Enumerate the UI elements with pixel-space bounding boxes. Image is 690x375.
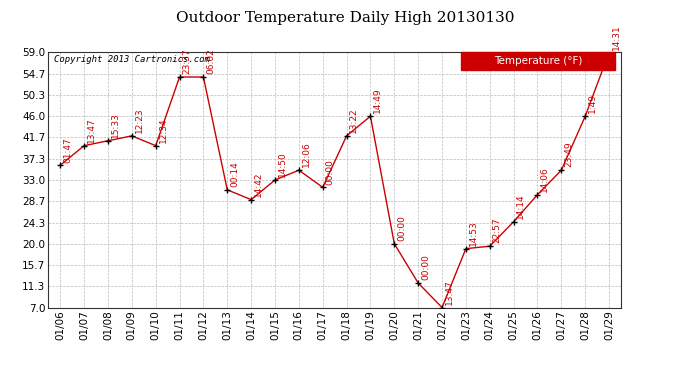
Text: Temperature (°F): Temperature (°F) (494, 56, 582, 66)
Text: 00:00: 00:00 (397, 215, 406, 241)
Text: 15:33: 15:33 (110, 112, 120, 138)
Text: Outdoor Temperature Daily High 20130130: Outdoor Temperature Daily High 20130130 (176, 11, 514, 25)
Text: 12:34: 12:34 (159, 117, 168, 143)
Text: 1:49: 1:49 (588, 93, 597, 114)
Text: 13:47: 13:47 (87, 117, 96, 143)
Text: 14:31: 14:31 (612, 24, 621, 50)
Text: 14:14: 14:14 (516, 193, 525, 219)
Text: 06:02: 06:02 (206, 48, 215, 74)
Text: 00:00: 00:00 (326, 159, 335, 184)
Text: 14:50: 14:50 (278, 152, 287, 177)
Text: 23:49: 23:49 (564, 142, 573, 167)
Text: 14:06: 14:06 (540, 166, 549, 192)
Text: 12:23: 12:23 (135, 108, 144, 133)
Text: 23:37: 23:37 (182, 48, 191, 74)
Text: 14:49: 14:49 (373, 88, 382, 114)
Text: 13:22: 13:22 (349, 108, 358, 133)
Text: 14:42: 14:42 (254, 171, 263, 197)
Text: 01:47: 01:47 (63, 137, 72, 162)
Text: 22:57: 22:57 (493, 218, 502, 243)
Text: 14:53: 14:53 (469, 220, 477, 246)
FancyBboxPatch shape (461, 53, 615, 70)
Text: 00:00: 00:00 (421, 254, 430, 280)
Text: 00:14: 00:14 (230, 161, 239, 187)
Text: 13:47: 13:47 (445, 279, 454, 305)
Text: Copyright 2013 Cartronics.com: Copyright 2013 Cartronics.com (54, 55, 210, 64)
Text: 12:06: 12:06 (302, 142, 310, 167)
